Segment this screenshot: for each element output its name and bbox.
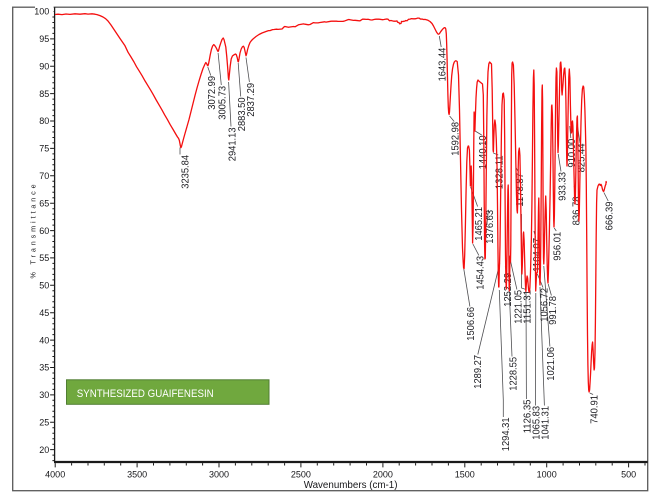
svg-text:25: 25 (39, 417, 49, 427)
svg-text:1454.43: 1454.43 (475, 256, 486, 290)
svg-text:SYNTHESIZED GUAIFENESIN: SYNTHESIZED GUAIFENESIN (77, 388, 214, 400)
svg-text:45: 45 (39, 308, 49, 318)
svg-text:75: 75 (39, 144, 49, 154)
svg-text:55: 55 (39, 253, 49, 263)
svg-text:35: 35 (39, 363, 49, 373)
svg-text:836.78: 836.78 (572, 196, 583, 225)
svg-text:1465.21: 1465.21 (474, 207, 485, 241)
svg-text:500: 500 (621, 470, 636, 480)
svg-text:2883.50: 2883.50 (237, 97, 248, 131)
svg-text:1376.63: 1376.63 (485, 210, 496, 244)
svg-text:85: 85 (39, 89, 49, 99)
svg-text:1041.31: 1041.31 (541, 406, 552, 440)
svg-text:20: 20 (39, 445, 49, 455)
svg-text:30: 30 (39, 390, 49, 400)
svg-text:1065.83: 1065.83 (531, 406, 542, 440)
svg-text:1294.31: 1294.31 (501, 417, 512, 451)
svg-text:1221.05: 1221.05 (513, 290, 524, 324)
svg-text:740.91: 740.91 (589, 395, 600, 424)
svg-text:1021.06: 1021.06 (546, 347, 557, 381)
svg-text:1592.98: 1592.98 (451, 122, 462, 156)
svg-text:1500: 1500 (455, 470, 475, 480)
svg-text:1126.35: 1126.35 (523, 399, 534, 433)
svg-text:Wavenumbers (cm-1): Wavenumbers (cm-1) (304, 480, 398, 491)
svg-text:2000: 2000 (373, 470, 393, 480)
svg-text:100: 100 (34, 7, 49, 17)
svg-text:60: 60 (39, 226, 49, 236)
svg-text:3235.84: 3235.84 (181, 155, 192, 189)
svg-text:2837.29: 2837.29 (246, 83, 257, 117)
svg-text:80: 80 (39, 116, 49, 126)
svg-text:1252.29: 1252.29 (503, 273, 514, 307)
svg-text:1151.31: 1151.31 (522, 290, 533, 324)
svg-text:2500: 2500 (291, 470, 311, 480)
svg-text:3072.99: 3072.99 (207, 76, 218, 110)
svg-text:1228.55: 1228.55 (508, 357, 519, 391)
svg-text:825.44: 825.44 (576, 143, 587, 172)
svg-text:1056.72: 1056.72 (539, 288, 550, 322)
svg-text:1328.11: 1328.11 (495, 155, 506, 189)
svg-text:3500: 3500 (127, 470, 147, 480)
svg-text:3005.73: 3005.73 (218, 86, 229, 120)
svg-text:% Transmittance: % Transmittance (28, 181, 37, 278)
svg-text:4000: 4000 (45, 470, 65, 480)
svg-text:1643.44: 1643.44 (437, 47, 448, 81)
svg-text:95: 95 (39, 34, 49, 44)
svg-text:3000: 3000 (209, 470, 229, 480)
svg-text:40: 40 (39, 335, 49, 345)
svg-text:1000: 1000 (537, 470, 557, 480)
svg-text:50: 50 (39, 281, 49, 291)
svg-text:1506.66: 1506.66 (466, 307, 477, 341)
svg-text:991.78: 991.78 (548, 296, 559, 325)
svg-text:90: 90 (39, 62, 49, 72)
svg-text:70: 70 (39, 171, 49, 181)
svg-text:666.39: 666.39 (605, 201, 616, 230)
svg-text:1289.27: 1289.27 (473, 355, 484, 389)
svg-text:2941.13: 2941.13 (227, 127, 238, 161)
svg-text:956.01: 956.01 (553, 232, 564, 261)
svg-text:910.00: 910.00 (567, 138, 578, 167)
svg-text:65: 65 (39, 198, 49, 208)
svg-text:933.33: 933.33 (557, 172, 568, 201)
